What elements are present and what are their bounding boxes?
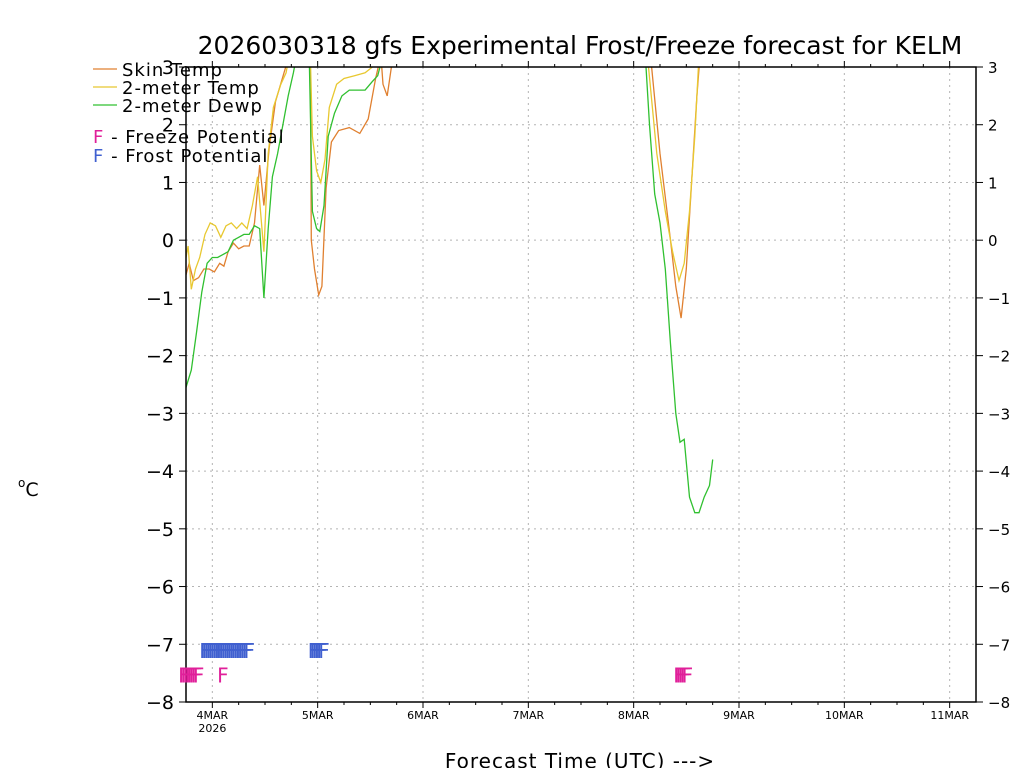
- series-line-skin-temp: [186, 67, 700, 319]
- freeze-potential-mark: F: [184, 663, 196, 687]
- frost-potential-mark: F: [222, 639, 234, 663]
- y-axis-label-unit: C: [25, 479, 38, 501]
- freeze-potential-mark: F: [187, 663, 199, 687]
- legend-frost-potential: F - Frost Potential: [93, 146, 268, 167]
- frost-potential-mark: F: [243, 639, 255, 663]
- freeze-potential-mark: F: [180, 663, 192, 687]
- plot-frame: [185, 66, 977, 703]
- freeze-potential-mark: F: [675, 663, 687, 687]
- x-tick-label: 8MAR: [618, 709, 650, 722]
- frost-potential-mark: F: [201, 639, 213, 663]
- y-tick-label: −4: [146, 461, 174, 483]
- frost-potential-mark: F: [227, 639, 239, 663]
- frost-potential-mark: F: [237, 639, 249, 663]
- frost-potential-mark: F: [314, 639, 326, 663]
- series-line-2-meter-temp: [186, 67, 700, 290]
- grid-layer: [186, 67, 976, 702]
- chart-title: 2026030318 gfs Experimental Frost/Freeze…: [198, 31, 963, 60]
- freeze-potential-mark: F: [191, 663, 203, 687]
- y-tick-label: −5: [146, 519, 174, 541]
- x-tick-sublabel: 2026: [198, 722, 226, 735]
- freeze-potential-mark: F: [189, 663, 201, 687]
- legend-label-skin-temp: Skin Temp: [122, 60, 223, 81]
- y-tick-label: −7: [146, 634, 174, 656]
- frost-potential-mark: F: [312, 639, 324, 663]
- frost-potential-mark: F: [208, 639, 220, 663]
- frost-potential-mark: F: [206, 639, 218, 663]
- y-tick-label: −6: [146, 577, 174, 599]
- freeze-potential-mark: F: [178, 663, 190, 687]
- series-layer: [186, 67, 714, 514]
- legend-label-2m-dewp: 2-meter Dewp: [122, 96, 263, 117]
- frost-potential-mark: F: [214, 639, 226, 663]
- frost-potential-mark: F: [239, 639, 251, 663]
- frost-potential-mark: F: [199, 639, 211, 663]
- frost-potential-mark: F: [210, 639, 222, 663]
- frost-potential-mark: F: [216, 639, 228, 663]
- series-line-2-meter-dewp: [186, 67, 714, 514]
- y-tick-label: −8: [146, 692, 174, 714]
- legend: Skin Temp 2-meter Temp 2-meter Dewp F - …: [93, 60, 285, 167]
- frost-potential-mark: F: [229, 639, 241, 663]
- frost-potential-mark: F: [224, 639, 236, 663]
- y-tick-label-right: −7: [988, 636, 1010, 654]
- y-tick-label-right: −2: [988, 348, 1010, 366]
- x-tick-label: 9MAR: [723, 709, 755, 722]
- legend-frost-text: - Frost Potential: [104, 146, 268, 167]
- y-tick-label: 1: [162, 172, 174, 194]
- legend-frost-glyph: F: [93, 146, 104, 167]
- y-tick-label: −2: [146, 346, 174, 368]
- x-tick-label: 4MAR: [196, 709, 228, 722]
- frost-potential-mark: F: [212, 639, 224, 663]
- y-tick-label-right: −8: [988, 694, 1010, 712]
- axis-layer: −8 −8 −7 −7 −6 −6 −5 −5 −4 −4 −3 −3 −2 −2 −1 −1 0 0 1 1 2 2 3 3…: [146, 57, 1010, 735]
- y-tick-label-right: −1: [988, 290, 1010, 308]
- freeze-potential-mark: F: [182, 663, 194, 687]
- freeze-potential-mark: F: [682, 663, 694, 687]
- y-tick-label: −1: [146, 288, 174, 310]
- x-tick-label: 6MAR: [407, 709, 439, 722]
- frost-potential-mark: F: [308, 639, 320, 663]
- y-tick-label-right: −3: [988, 405, 1010, 423]
- frost-potential-mark: F: [231, 639, 243, 663]
- frost-potential-mark: F: [316, 639, 328, 663]
- y-tick-label: −3: [146, 403, 174, 425]
- x-tick-label: 5MAR: [302, 709, 334, 722]
- y-axis-label: oC: [18, 476, 39, 501]
- legend-freeze-potential: F - Freeze Potential: [93, 127, 285, 148]
- freeze-potential-mark: F: [677, 663, 689, 687]
- frost-potential-mark: F: [235, 639, 247, 663]
- y-tick-label-right: −6: [988, 579, 1010, 597]
- y-tick-label-right: 2: [988, 117, 998, 135]
- y-tick-label: 2: [162, 115, 174, 137]
- x-tick-label: 7MAR: [512, 709, 544, 722]
- freeze-potential-mark: F: [193, 663, 205, 687]
- freeze-potential-mark: F: [680, 663, 692, 687]
- legend-label-2m-temp: 2-meter Temp: [122, 78, 260, 99]
- legend-freeze-glyph: F: [93, 127, 104, 148]
- y-tick-label-right: 1: [988, 174, 998, 192]
- frost-potential-mark: F: [310, 639, 322, 663]
- freeze-potential-mark: F: [217, 663, 229, 687]
- x-tick-label: 10MAR: [825, 709, 864, 722]
- y-tick-label: 0: [162, 230, 174, 252]
- x-tick-label: 11MAR: [930, 709, 969, 722]
- freeze-potential-mark: F: [673, 663, 685, 687]
- y-tick-label-right: 0: [988, 232, 998, 250]
- frost-potential-mark: F: [233, 639, 245, 663]
- x-axis-label: Forecast Time (UTC) --->: [445, 749, 715, 768]
- frost-potential-mark: F: [318, 639, 330, 663]
- y-tick-label-right: −5: [988, 521, 1010, 539]
- legend-freeze-text: - Freeze Potential: [104, 127, 284, 148]
- frost-potential-mark: F: [241, 639, 253, 663]
- y-tick-label: 3: [162, 57, 174, 79]
- frost-potential-mark: F: [203, 639, 215, 663]
- frost-potential-mark: F: [218, 639, 230, 663]
- y-axis-label-degree: o: [18, 476, 25, 490]
- frost-potential-mark: F: [220, 639, 232, 663]
- y-tick-label-right: −4: [988, 463, 1010, 481]
- y-tick-label-right: 3: [988, 59, 998, 77]
